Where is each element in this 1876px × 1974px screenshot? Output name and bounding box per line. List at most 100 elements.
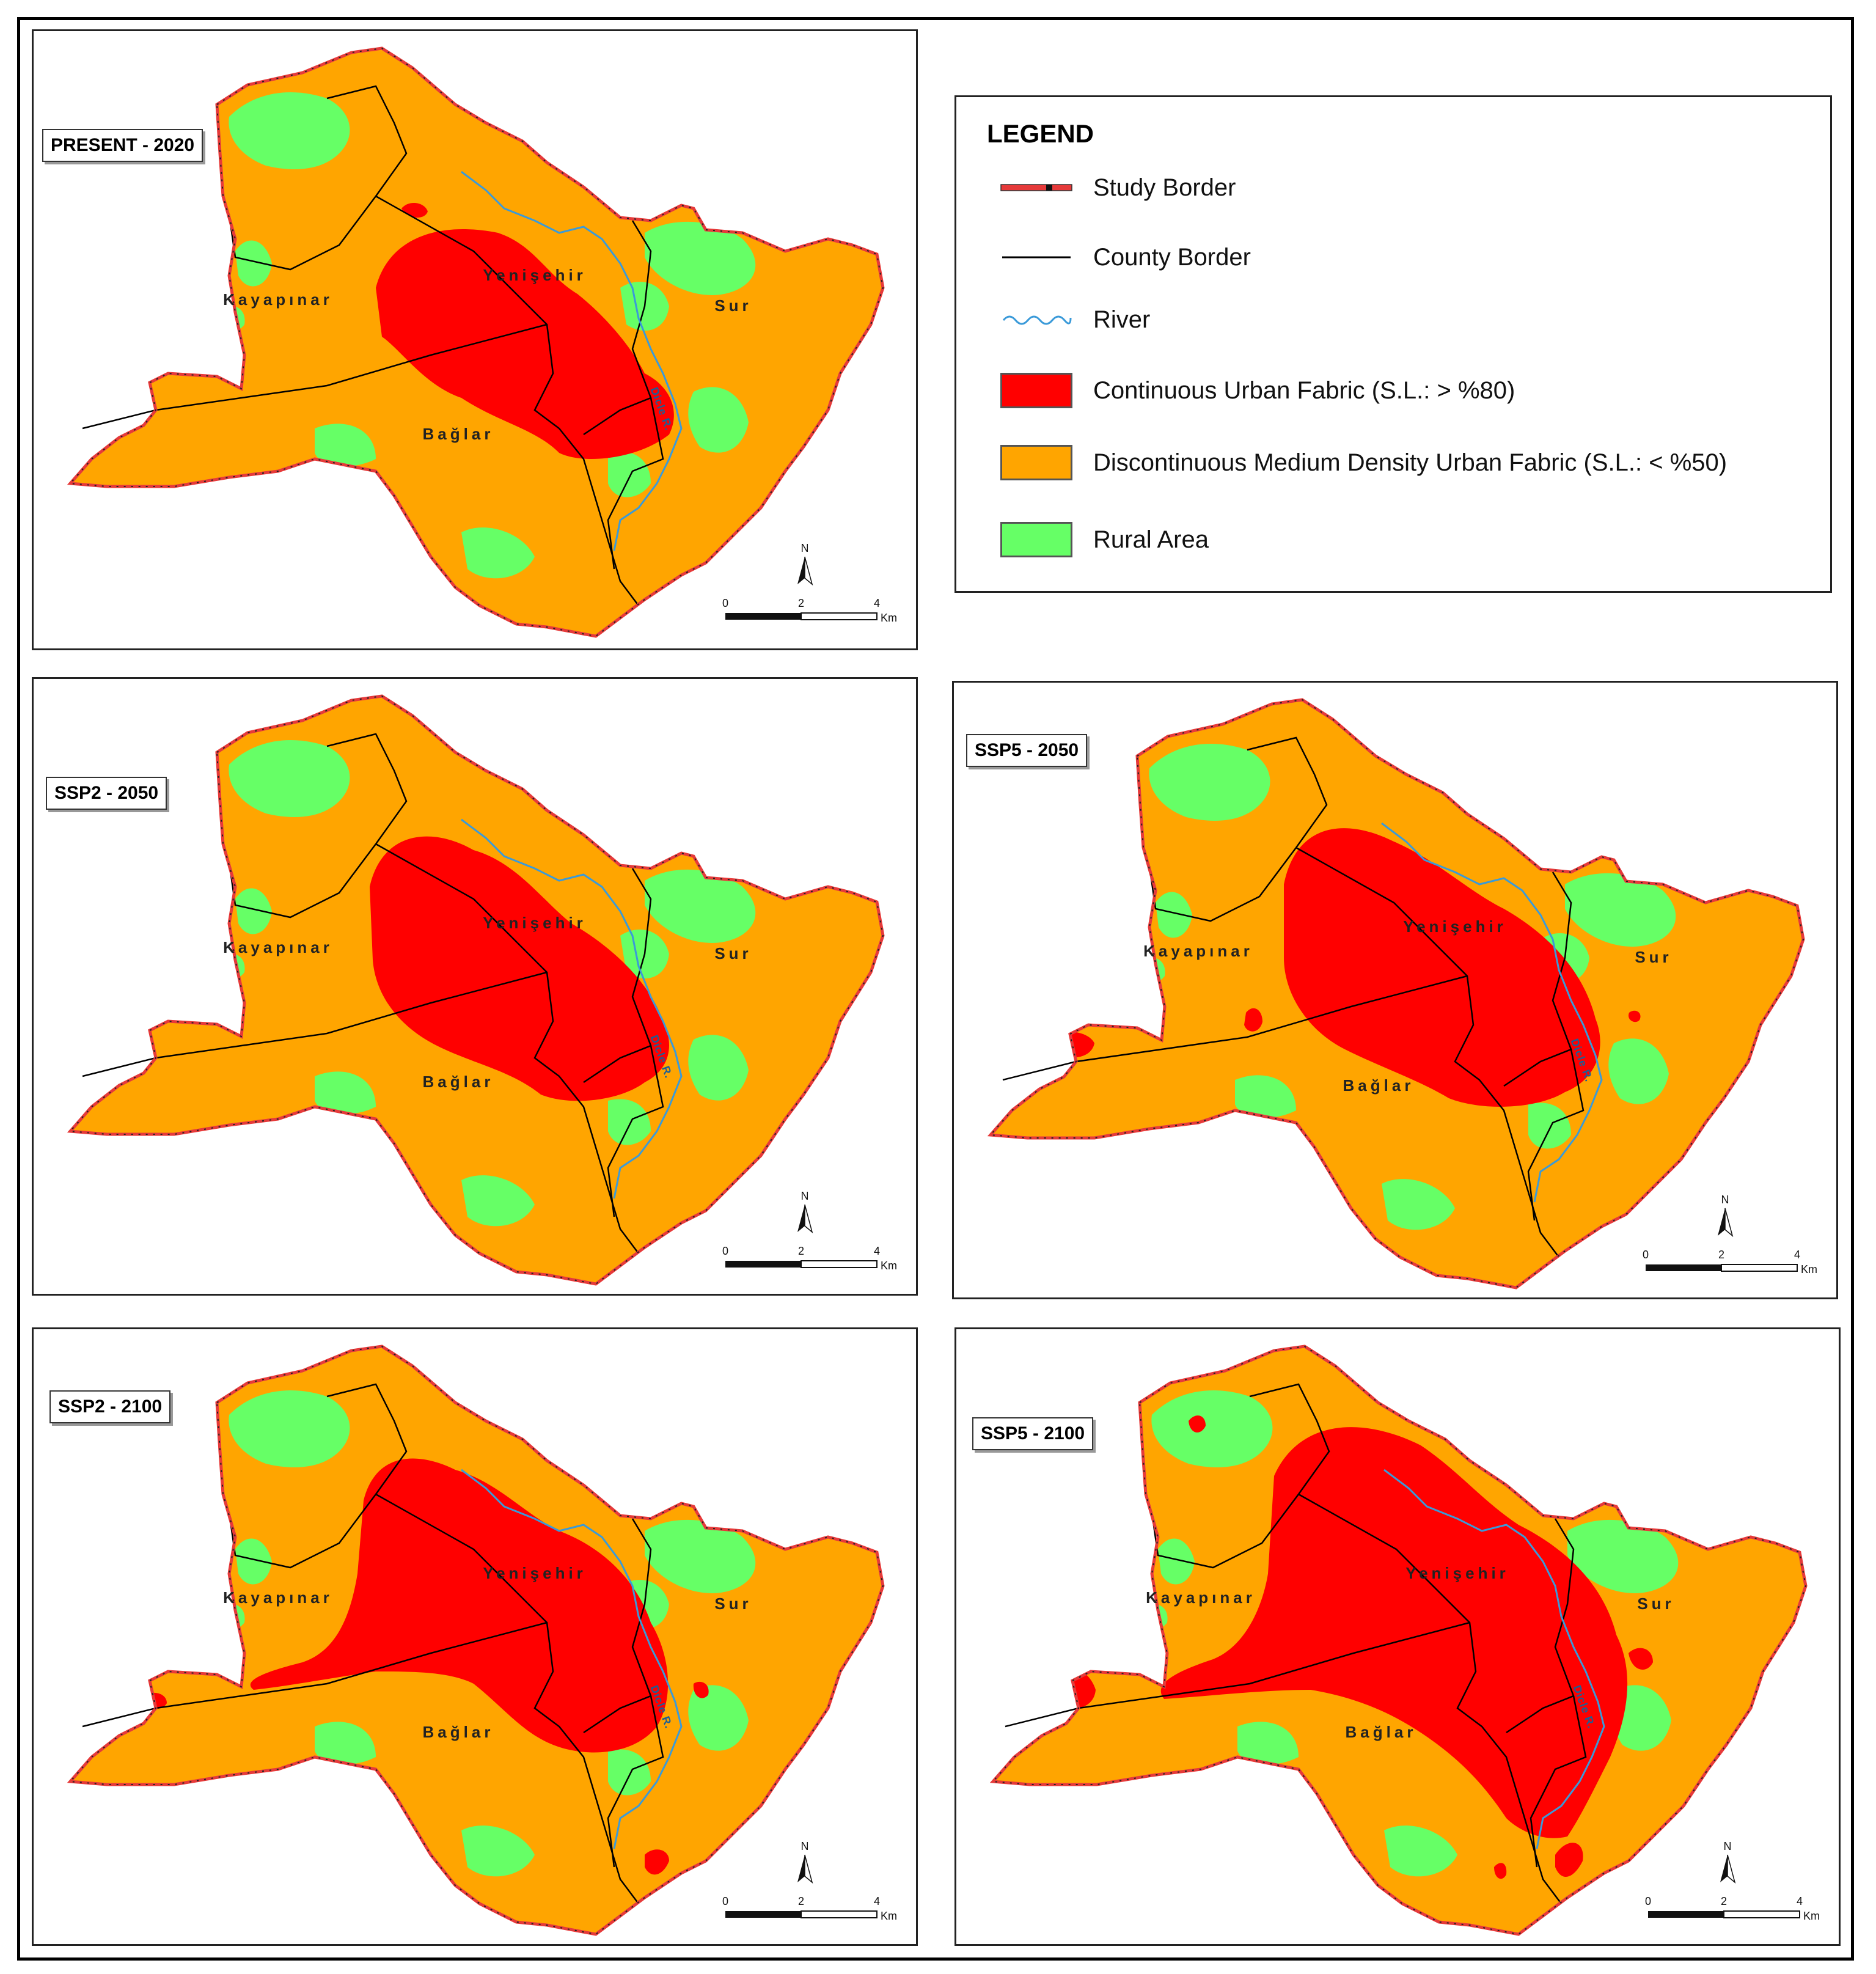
continuous-urban-area: [1189, 1415, 1206, 1433]
river-line: [1383, 1469, 1605, 1849]
river-line: [461, 171, 683, 551]
map-label-kayapinar: Kayapınar: [223, 290, 333, 309]
river-line: [461, 1469, 683, 1849]
county-border: [82, 1621, 548, 1728]
rural-area: [217, 306, 245, 331]
legend-box: LEGEND Study Border County Border River …: [954, 95, 1832, 593]
rural-area: [688, 1035, 749, 1101]
county-border: [583, 868, 652, 1084]
continuous-urban-area: [1555, 1843, 1583, 1877]
continuous-urban-area: [1284, 828, 1600, 1107]
map-label-sur: Sur: [714, 1594, 752, 1613]
rural-area: [461, 1825, 535, 1877]
scale-unit-label: Km: [881, 1910, 897, 1922]
rural-area: [645, 1519, 756, 1593]
legend-label: Continuous Urban Fabric (S.L.: > %80): [1093, 376, 1515, 404]
continuous-urban-area: [370, 836, 669, 1101]
rural-area: [235, 888, 272, 934]
scale-tick-label: 4: [874, 597, 880, 609]
map-label-kayapinar: Kayapınar: [223, 938, 333, 956]
scale-tick-label: 2: [798, 1895, 804, 1907]
scale-tick-label: 2: [1718, 1249, 1724, 1261]
rural-swatch: [1000, 522, 1072, 557]
scale-tick-label: 4: [1794, 1249, 1800, 1261]
county-border: [1527, 1049, 1585, 1221]
scale-tick-label: 0: [1643, 1249, 1649, 1261]
map-label-baglar: Bağlar: [423, 1723, 494, 1741]
map-label-kayapinar: Kayapınar: [1143, 942, 1253, 960]
map-label-baglar: Bağlar: [1346, 1723, 1417, 1741]
county-border: [583, 220, 652, 436]
study-border-dashes: [68, 47, 884, 637]
study-border-dashes: [989, 699, 1805, 1289]
county-border: [1247, 736, 1328, 848]
rural-area: [1608, 1038, 1669, 1104]
map-label-sur: Sur: [714, 944, 752, 963]
scale-bar: [725, 1910, 878, 1918]
county-border: [607, 1695, 664, 1868]
rural-area: [235, 1538, 272, 1585]
rural-area: [315, 1071, 376, 1115]
rural-area: [645, 869, 756, 943]
scale-tick-label: 2: [798, 1245, 804, 1257]
rural-area: [229, 92, 350, 169]
county-border: [375, 1493, 639, 1904]
scale-tick-label: 4: [1797, 1895, 1803, 1907]
county-border-symbol: [1002, 256, 1071, 259]
north-label: N: [1721, 1194, 1729, 1206]
rural-area: [1156, 892, 1192, 938]
county-border: [1295, 846, 1559, 1258]
county-border: [375, 843, 639, 1254]
county-border: [1506, 1518, 1575, 1734]
rural-area: [688, 387, 749, 453]
study-border-dashes: [991, 1345, 1807, 1935]
scale-tick-label: 0: [722, 1895, 728, 1907]
panel-title: SSP2 - 2100: [49, 1390, 171, 1423]
legend-item-discontinuous: Discontinuous Medium Density Urban Fabri…: [997, 444, 1727, 481]
county-border: [1249, 1383, 1330, 1495]
county-border: [1530, 1695, 1587, 1868]
rural-area: [1137, 957, 1165, 983]
map-label-yenisehir: Yenişehir: [483, 914, 587, 932]
rural-area: [1140, 1604, 1168, 1629]
rural-area: [229, 740, 350, 817]
legend-item-rural: Rural Area: [997, 521, 1209, 558]
map-label-yenisehir: Yenişehir: [1405, 1564, 1509, 1582]
north-arrow: [1720, 1854, 1736, 1884]
north-arrow: [797, 1854, 813, 1884]
rural-area: [315, 424, 376, 467]
scale-tick-label: 2: [1721, 1895, 1727, 1907]
north-arrow: [1718, 1208, 1734, 1238]
rural-area: [1567, 1519, 1679, 1593]
scale-tick-label: 2: [798, 597, 804, 609]
continuous-swatch: [1000, 373, 1072, 408]
map-label-yenisehir: Yenişehir: [483, 266, 587, 284]
map-label-sur: Sur: [1635, 948, 1672, 966]
north-arrow: [797, 556, 813, 586]
scale-bar: [1646, 1264, 1798, 1272]
scale-tick-label: 0: [1645, 1895, 1651, 1907]
rural-area: [645, 221, 756, 295]
map-label-baglar: Bağlar: [1343, 1076, 1415, 1095]
north-label: N: [801, 1840, 809, 1852]
county-border: [326, 85, 408, 197]
county-border: [1005, 1621, 1470, 1728]
map-label-yenisehir: Yenişehir: [1403, 917, 1507, 936]
legend-item-county-border: County Border: [997, 239, 1251, 276]
county-border: [82, 971, 548, 1077]
rural-area: [235, 240, 272, 287]
county-border: [1002, 975, 1468, 1081]
map-label-yenisehir: Yenişehir: [483, 1564, 587, 1582]
continuous-urban-area: [1244, 1008, 1262, 1032]
north-label: N: [801, 542, 809, 554]
legend-label: Study Border: [1093, 174, 1236, 201]
continuous-urban-area: [1494, 1863, 1507, 1879]
continuous-urban-area: [250, 1458, 669, 1753]
county-border: [326, 733, 408, 845]
continuous-urban-area: [1628, 1010, 1641, 1022]
panel-title: SSP5 - 2100: [972, 1417, 1094, 1450]
rural-area: [1528, 1103, 1571, 1149]
rural-area: [608, 1749, 651, 1796]
